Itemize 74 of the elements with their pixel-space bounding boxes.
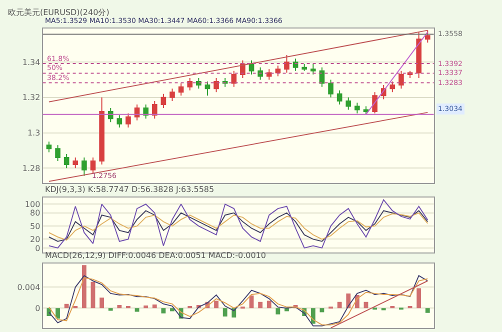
candlestick [319, 66, 325, 88]
y-tick-label: 50 [30, 222, 40, 231]
candlestick [160, 93, 166, 109]
bar [276, 308, 280, 314]
candlestick [302, 63, 307, 72]
y-tick-label: 1.3 [27, 128, 40, 138]
candlestick [416, 32, 422, 78]
candlestick [266, 68, 272, 80]
bar [416, 288, 422, 308]
candlestick [72, 156, 78, 169]
candlestick [390, 81, 396, 93]
candlestick [55, 144, 60, 162]
chart-title: KDJ(9,3,3) K:58.7747 D:56.3828 J:63.5585 [45, 185, 214, 194]
candlestick [64, 153, 70, 169]
candlestick [152, 100, 158, 120]
bar [117, 304, 122, 308]
y-tick-label: 80 [30, 208, 40, 218]
y-tick-label: 1.28 [22, 164, 40, 173]
candlestick [108, 108, 114, 123]
candlestick [214, 78, 219, 93]
bar [425, 308, 430, 313]
y-tick-label: 0 [35, 304, 40, 313]
candlestick [398, 70, 404, 90]
bar [161, 308, 166, 314]
bar [222, 308, 228, 316]
bar [134, 308, 140, 312]
bar [82, 265, 86, 308]
candlestick [143, 104, 148, 120]
candlestick [116, 114, 122, 128]
candlestick [196, 78, 202, 90]
bar [337, 302, 342, 308]
bar [144, 305, 148, 308]
bar [346, 293, 351, 308]
candlestick [46, 141, 52, 153]
candlestick [187, 78, 193, 91]
bar [152, 304, 157, 308]
bar [64, 304, 69, 308]
chart-title: 欧元美元(EURUSD)(240分) [8, 8, 110, 17]
candlestick [231, 70, 237, 88]
y-tick-label: 100 [24, 200, 40, 209]
y-tick-label: 20 [30, 234, 40, 244]
candlestick [82, 156, 87, 176]
bar [320, 308, 324, 312]
y-tick-label: 0.004 [17, 282, 40, 292]
candlestick [328, 79, 334, 98]
candlestick [204, 81, 210, 96]
y-tick-label: 1.32 [22, 93, 40, 102]
candlestick [284, 54, 290, 74]
bar [214, 300, 218, 308]
candlestick [126, 112, 131, 128]
candlestick [424, 30, 430, 44]
candlestick [178, 82, 184, 96]
bar [56, 308, 60, 319]
candlestick [90, 156, 96, 174]
candlestick [170, 88, 175, 102]
candlestick [258, 66, 263, 80]
candlestick [346, 96, 352, 110]
candlestick [99, 96, 104, 166]
y-tick-label: 1.34 [22, 58, 40, 67]
candlestick [372, 92, 378, 114]
bar [266, 300, 272, 308]
bar [108, 308, 113, 311]
chart-title: MACD(26,12,9) DIFF:0.0046 DEA:0.0051 MACD:-0.0010 [45, 251, 266, 260]
bar [100, 298, 104, 308]
candlestick [275, 65, 281, 77]
bar [170, 308, 174, 312]
candlestick [336, 90, 342, 105]
candlestick [310, 63, 316, 75]
candlestick [354, 102, 360, 114]
y-tick-label: 0 [35, 244, 40, 253]
bar [90, 282, 96, 308]
line-series [48, 199, 428, 248]
candlestick [292, 58, 298, 72]
bar [258, 302, 263, 308]
